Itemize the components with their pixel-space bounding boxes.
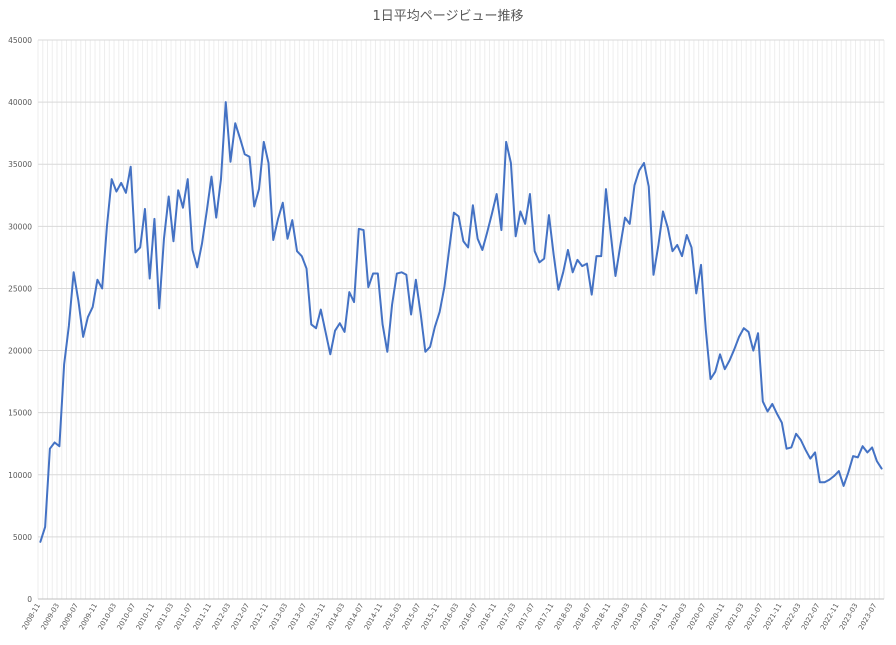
x-tick-label: 2023-07 — [857, 602, 879, 631]
y-tick-label: 0 — [27, 595, 32, 604]
y-tick-label: 5000 — [13, 533, 32, 542]
y-tick-label: 45000 — [8, 36, 32, 45]
y-tick-label: 10000 — [8, 471, 32, 480]
y-tick-label: 35000 — [8, 160, 32, 169]
y-axis-tick-labels: 0 5000 10000 15000 20000 25000 30000 35000 40000… — [8, 36, 32, 604]
x-axis-tick-labels: 2008-112009-032009-072009-112010-032010-… — [21, 602, 879, 631]
y-tick-label: 30000 — [8, 222, 32, 231]
y-tick-label: 15000 — [8, 409, 32, 418]
series-line-pageviews — [39, 101, 883, 543]
series-layer — [39, 101, 883, 543]
y-tick-label: 40000 — [8, 98, 32, 107]
y-tick-label: 25000 — [8, 284, 32, 293]
y-tick-label: 20000 — [8, 347, 32, 356]
chart-title: 1日平均ページビュー推移 — [372, 9, 523, 24]
vertical-gridlines — [37, 40, 885, 599]
